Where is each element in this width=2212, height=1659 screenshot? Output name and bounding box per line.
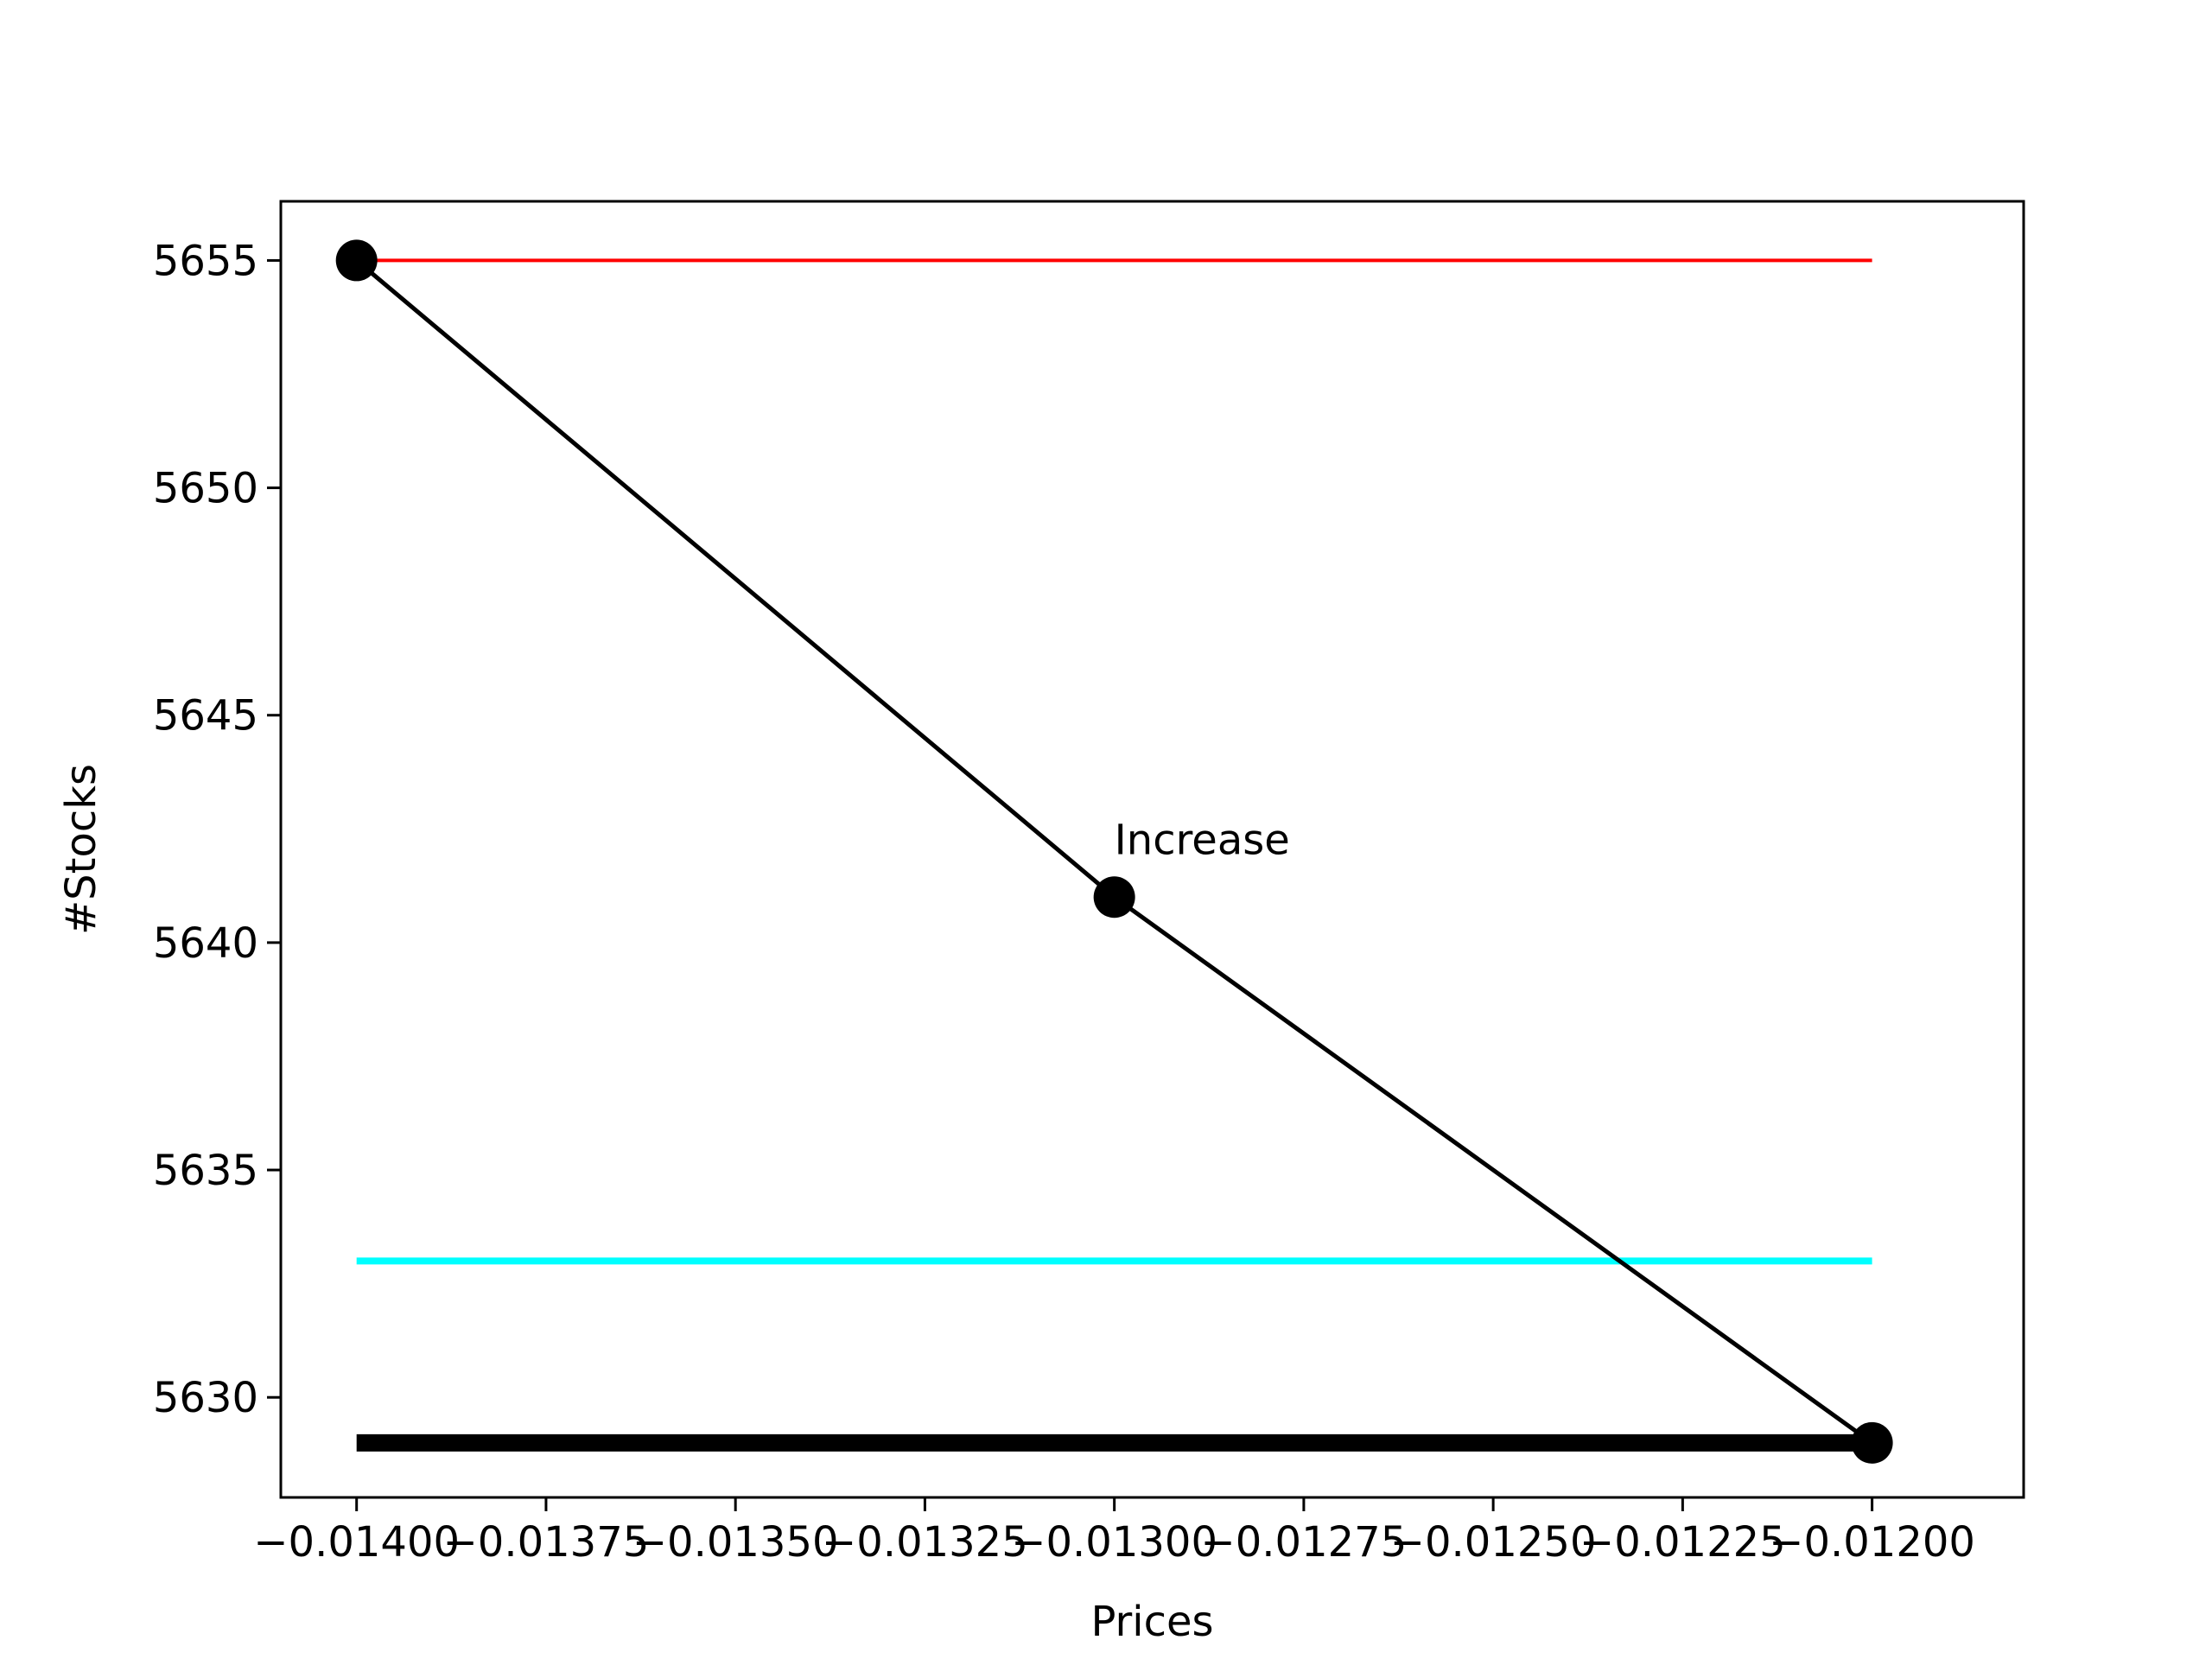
x-tick-label-5: −0.01275 [1201, 1518, 1408, 1567]
y-tick-label-3: 5645 [153, 692, 258, 741]
x-tick-label-3: −0.01325 [822, 1518, 1028, 1567]
x-tick-label-6: −0.01250 [1390, 1518, 1597, 1567]
axis-ticks: −0.01400−0.01375−0.01350−0.01325−0.01300… [153, 237, 1975, 1567]
y-tick-label-0: 5630 [153, 1374, 258, 1422]
x-tick-label-1: −0.01375 [443, 1518, 650, 1567]
x-tick-label-4: −0.01300 [1011, 1518, 1217, 1567]
x-tick-label-2: −0.01350 [632, 1518, 839, 1567]
data-point-0-0 [335, 239, 378, 282]
data-point-0-2 [1851, 1421, 1893, 1464]
annotation-0: Increase [1115, 816, 1290, 864]
y-tick-label-5: 5655 [153, 237, 258, 285]
x-tick-label-0: −0.01400 [253, 1518, 460, 1567]
data-series [335, 239, 1893, 1464]
annotations: Increase [1115, 816, 1290, 864]
y-tick-label-1: 5635 [153, 1147, 258, 1195]
y-axis-label: #Stocks [57, 764, 105, 935]
y-tick-label-2: 5640 [153, 919, 258, 968]
x-tick-label-7: −0.01225 [1580, 1518, 1786, 1567]
y-tick-label-4: 5650 [153, 465, 258, 513]
x-axis-label: Prices [1090, 1598, 1213, 1646]
plot-area-frame [279, 200, 2025, 1499]
data-point-0-1 [1093, 876, 1135, 918]
x-tick-label-8: −0.01200 [1769, 1518, 1975, 1567]
